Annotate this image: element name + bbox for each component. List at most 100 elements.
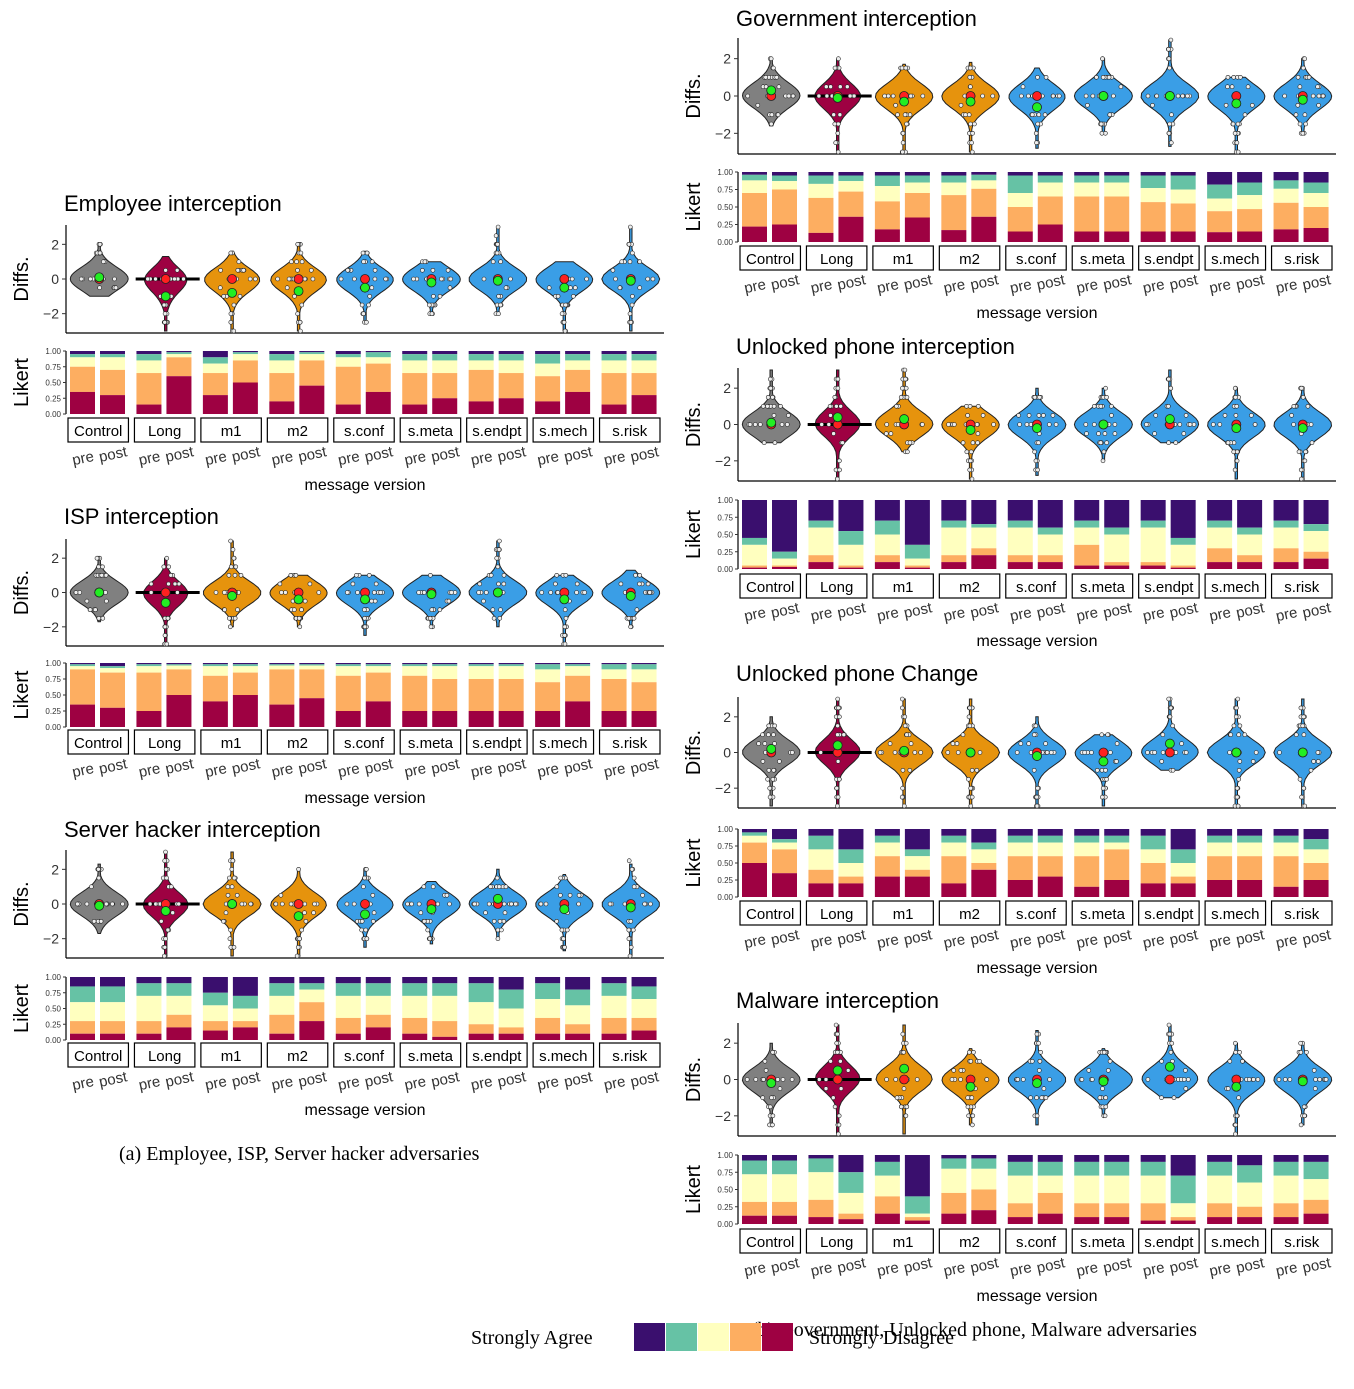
likert-bar-segment xyxy=(100,1033,125,1040)
violin-point xyxy=(1150,103,1155,108)
likert-bar-segment xyxy=(1074,172,1100,176)
likert-bar-segment xyxy=(838,191,864,217)
mean-marker xyxy=(965,425,976,435)
sub-label-post: post xyxy=(969,599,1001,622)
likert-bar-segment xyxy=(742,174,767,181)
category-label: s.risk xyxy=(1284,579,1319,596)
violin-point xyxy=(1092,422,1097,427)
violin-point xyxy=(1108,750,1113,755)
violin-point xyxy=(1034,803,1040,809)
category-label: m2 xyxy=(959,251,980,268)
likert-bar-segment xyxy=(874,172,900,176)
violin-point xyxy=(147,901,153,907)
likert-bar-segment xyxy=(874,500,900,521)
likert-bar-segment xyxy=(1170,829,1196,850)
likert-bar-segment xyxy=(565,977,591,990)
likert-bar-segment xyxy=(468,679,494,711)
violin-point xyxy=(1038,1050,1043,1055)
violin-point xyxy=(765,776,770,782)
likert-bar-segment xyxy=(808,527,834,556)
likert-bar-segment xyxy=(269,977,295,984)
likert-bar-segment xyxy=(535,376,561,402)
likert-bar-segment xyxy=(1170,863,1196,877)
violin-point xyxy=(1311,759,1316,764)
likert-bar-segment xyxy=(1140,175,1166,189)
likert-bar-segment xyxy=(1140,500,1166,521)
violin-point xyxy=(1225,440,1231,446)
sub-label-pre: pre xyxy=(809,1259,834,1280)
violin-point xyxy=(630,293,635,299)
violin-point xyxy=(344,590,350,595)
likert-bar-segment xyxy=(432,360,458,374)
likert-bar-segment xyxy=(1140,849,1166,863)
violin-point xyxy=(546,285,552,291)
likert-bar-segment xyxy=(1104,562,1130,566)
violin-point xyxy=(409,901,414,907)
likert-bar-segment xyxy=(70,1033,95,1040)
violin-point xyxy=(1153,413,1158,418)
violin-point xyxy=(1090,93,1096,99)
violin-point xyxy=(1090,1077,1095,1082)
violin-point xyxy=(775,1077,781,1082)
violin-point xyxy=(228,319,234,325)
violin-point xyxy=(904,394,910,400)
likert-bar-segment xyxy=(202,663,228,665)
category-label: s.risk xyxy=(612,423,647,440)
likert-bar-segment xyxy=(1074,182,1100,197)
violin-point xyxy=(559,311,565,317)
sub-label-pre: pre xyxy=(1008,276,1033,297)
likert-bar-segment xyxy=(1170,537,1196,545)
likert-bar-segment xyxy=(402,711,428,727)
mean-marker xyxy=(426,904,437,915)
violin-point xyxy=(627,311,633,317)
violin-point xyxy=(1300,131,1306,136)
violin-point xyxy=(229,564,234,570)
likert-bar-segment xyxy=(166,669,192,695)
violin-point xyxy=(908,93,914,99)
likert-bar-segment xyxy=(838,565,864,568)
likert-bar-segment xyxy=(808,562,834,569)
violin-point xyxy=(642,901,647,907)
likert-bar-segment xyxy=(838,567,864,569)
likert-bar-segment xyxy=(166,983,192,996)
likert-bar-segment xyxy=(941,883,967,897)
mean-marker xyxy=(1297,747,1308,758)
likert-bar-segment xyxy=(772,1201,797,1216)
violin-point xyxy=(87,607,93,613)
likert-bar-segment xyxy=(232,351,258,353)
sub-label-post: post xyxy=(1102,271,1134,294)
violin-point xyxy=(231,328,237,334)
mean-marker xyxy=(360,282,370,293)
mean-marker xyxy=(227,287,238,298)
diff-y-tick-label: 2 xyxy=(51,861,59,877)
likert-bar-segment xyxy=(1074,1155,1100,1162)
likert-bar-segment xyxy=(742,842,767,863)
likert-bar-segment xyxy=(269,360,295,374)
sub-label-pre: pre xyxy=(602,448,627,469)
violin-point xyxy=(756,741,761,746)
violin-point xyxy=(628,944,634,950)
violin-point xyxy=(1166,440,1171,446)
likert-bar-segment xyxy=(136,360,162,374)
violin-point xyxy=(834,785,840,791)
likert-bar-segment xyxy=(838,181,864,192)
likert-bar-segment xyxy=(202,373,228,396)
likert-bar-segment xyxy=(1170,876,1196,884)
violin-point xyxy=(763,75,769,80)
likert-bar-segment xyxy=(1170,849,1196,863)
sub-label-post: post xyxy=(629,443,661,466)
sub-label-post: post xyxy=(1035,271,1067,294)
violin-point xyxy=(1234,705,1239,711)
likert-y-tick-label: 0.50 xyxy=(717,531,733,540)
violin-point xyxy=(1032,449,1037,455)
violin-point xyxy=(370,892,376,898)
diff-y-tick-label: 2 xyxy=(723,1035,731,1051)
likert-bar-segment xyxy=(335,666,361,676)
sub-label-pre: pre xyxy=(743,1259,768,1280)
violin-point xyxy=(295,242,301,247)
violin-point xyxy=(977,1059,982,1064)
violin-point xyxy=(509,901,514,907)
violin-point xyxy=(345,267,351,273)
likert-bar-segment xyxy=(166,977,192,984)
violin-point xyxy=(1015,1077,1021,1082)
